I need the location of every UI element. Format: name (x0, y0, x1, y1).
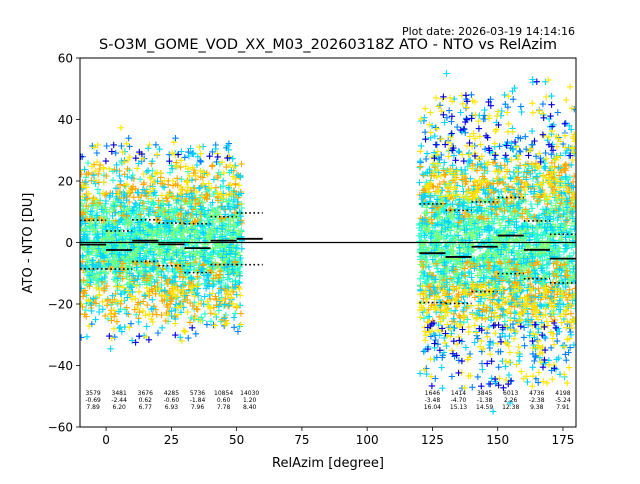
bin-std-label: 14.59 (476, 404, 493, 411)
x-axis-label: RelAzim [degree] (272, 456, 384, 471)
scatter-points (80, 78, 574, 391)
scatter-layer (80, 70, 576, 415)
bin-count-label: 4736 (529, 390, 544, 397)
x-tick-label: 25 (164, 433, 179, 447)
bin-count-label: 3845 (477, 390, 492, 397)
x-tick-label: 175 (551, 433, 574, 447)
bin-std-label: 9.38 (530, 404, 544, 411)
bin-std-label: 7.96 (191, 404, 205, 411)
bin-mean-label: -2.38 (529, 397, 545, 404)
x-tick-label: 0 (102, 433, 110, 447)
bin-mean-label: 2.26 (504, 397, 518, 404)
x-tick-label: 100 (356, 433, 379, 447)
bin-count-label: 3676 (138, 390, 153, 397)
bin-std-label: 15.13 (450, 404, 467, 411)
bin-count-label: 10854 (214, 390, 233, 397)
x-tick-label: 75 (294, 433, 309, 447)
y-tick-label: −20 (48, 297, 73, 311)
bin-statistics-layer (80, 196, 576, 305)
bin-count-label: 6013 (503, 390, 518, 397)
x-tick-label: 50 (229, 433, 244, 447)
bin-mean-label: 0.62 (139, 397, 153, 404)
chart-title: S-O3M_GOME_VOD_XX_M03_20260318Z ATO - NT… (99, 37, 557, 53)
bin-std-label: 6.77 (139, 404, 153, 411)
bin-mean-label: -1.84 (190, 397, 206, 404)
x-tick-label: 125 (421, 433, 444, 447)
bin-count-label: 3579 (85, 390, 100, 397)
bin-std-label: 7.89 (86, 404, 100, 411)
bin-std-label: 12.38 (502, 404, 519, 411)
bin-mean-label: -0.69 (85, 397, 101, 404)
y-tick-label: 60 (58, 51, 73, 65)
y-tick-label: 40 (58, 113, 73, 127)
bin-mean-label: -2.44 (111, 397, 127, 404)
bin-count-label: 4198 (555, 390, 570, 397)
bin-mean-label: -1.38 (477, 397, 493, 404)
bin-mean-label: 1.20 (243, 397, 257, 404)
bin-mean-label: -5.24 (555, 397, 571, 404)
y-tick-label: 0 (65, 236, 73, 250)
bin-std-label: 6.20 (113, 404, 127, 411)
x-tick-label: 150 (486, 433, 509, 447)
bin-std-label: 7.91 (556, 404, 570, 411)
y-tick-label: −40 (48, 359, 73, 373)
bin-std-label: 8.40 (243, 404, 257, 411)
bin-mean-label: -4.70 (451, 397, 467, 404)
bin-mean-label: -3.48 (425, 397, 441, 404)
bin-count-label: 3481 (112, 390, 127, 397)
bin-count-label: 14030 (240, 390, 259, 397)
bin-mean-label: -0.60 (164, 397, 180, 404)
plot-date: Plot date: 2026-03-19 14:14:16 (402, 25, 575, 38)
bin-count-label: 5736 (190, 390, 205, 397)
bin-count-label: 4285 (164, 390, 179, 397)
bin-count-label: 1414 (451, 390, 466, 397)
bin-std-label: 7.78 (217, 404, 231, 411)
bin-std-label: 6.93 (165, 404, 179, 411)
bin-mean-label: 0.60 (217, 397, 231, 404)
y-axis-label: ATO - NTO [DU] (21, 193, 36, 294)
bin-std-label: 16.04 (424, 404, 441, 411)
axes: 0 25 50 75 100 125 150 175 −60 −40 −20 0 20 40 60 (48, 51, 575, 447)
y-tick-label: −60 (48, 420, 73, 434)
y-tick-label: 20 (58, 174, 73, 188)
bin-count-label: 1646 (425, 390, 440, 397)
